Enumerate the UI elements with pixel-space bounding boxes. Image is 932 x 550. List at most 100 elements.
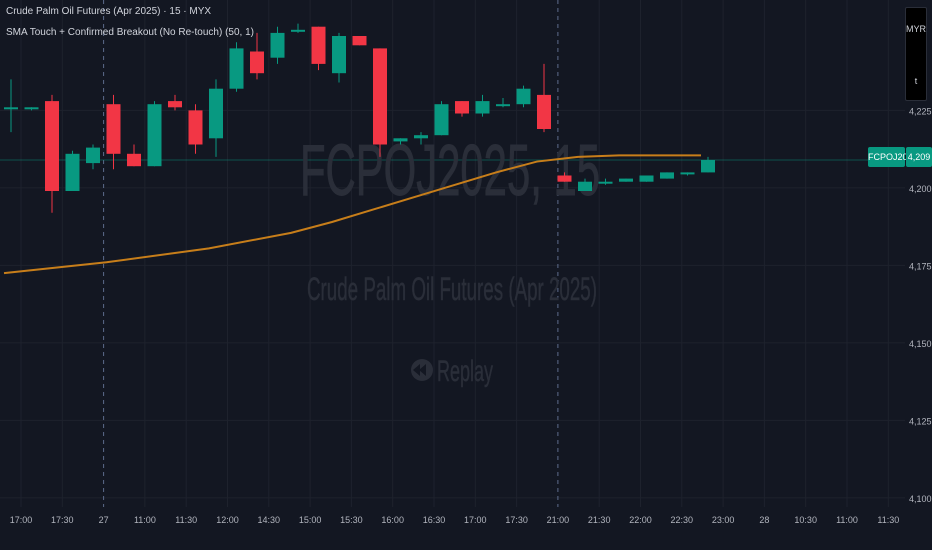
candle — [496, 98, 510, 108]
unit-label: t — [914, 76, 918, 86]
watermark-symbol: FCPOJ2025, 15 — [300, 131, 600, 211]
candle — [332, 32, 346, 83]
candle-body — [537, 94, 551, 129]
candle — [250, 32, 264, 80]
watermark-name: Crude Palm Oil Futures (Apr 2025) — [307, 271, 597, 307]
candle-body — [86, 147, 100, 164]
candle-body — [106, 104, 121, 154]
candle-body — [619, 178, 633, 182]
x-tick-label: 11:00 — [836, 515, 858, 525]
x-tick-label: 21:30 — [588, 515, 611, 525]
indicator-label[interactable]: SMA Touch + Confirmed Breakout (No Re-to… — [6, 27, 254, 38]
candle — [86, 144, 100, 170]
x-tick-label: 12:00 — [216, 515, 239, 525]
x-tick-label: 17:30 — [51, 515, 74, 525]
candle — [311, 26, 326, 71]
x-tick-label: 27 — [99, 515, 109, 525]
candle — [373, 48, 387, 157]
currency-unit-box[interactable]: MYR t — [905, 7, 927, 101]
x-tick-label: 15:30 — [340, 515, 363, 525]
candle — [291, 23, 305, 33]
candle — [598, 178, 613, 185]
candle — [209, 79, 223, 157]
last-price-tag: 4,209 — [906, 147, 932, 167]
candle-body — [475, 101, 490, 114]
candle — [188, 104, 203, 154]
candle — [65, 150, 80, 191]
candle-body — [147, 104, 162, 167]
candle — [660, 172, 674, 179]
candle-body — [65, 153, 80, 191]
candle-body — [4, 107, 18, 110]
candle-body — [393, 138, 408, 142]
candle-body — [496, 104, 510, 107]
time-axis[interactable]: 17:00 17:30 27 11:00 11:30 12:00 14:30 15:00 15:… — [10, 515, 899, 525]
candle-body — [229, 48, 244, 89]
x-tick-label: 17:30 — [505, 515, 528, 525]
x-tick-label: 17:00 — [10, 515, 33, 525]
sma-50-line — [3, 154, 701, 275]
candle-body — [455, 101, 469, 114]
x-tick-label: 10:30 — [794, 515, 817, 525]
candle — [393, 138, 408, 145]
x-tick-label: 21:00 — [547, 515, 570, 525]
chart-grid — [0, 0, 905, 507]
currency-label: MYR — [906, 24, 926, 34]
x-tick-label: 11:30 — [877, 515, 899, 525]
candle-body — [434, 104, 449, 136]
candle-body — [414, 135, 428, 139]
x-tick-label: 17:00 — [464, 515, 487, 525]
candle-body — [24, 107, 39, 110]
candle-body — [701, 160, 715, 173]
x-tick-label: 23:00 — [712, 515, 735, 525]
x-tick-label: 14:30 — [258, 515, 281, 525]
candle-body — [311, 26, 326, 64]
candle — [475, 94, 490, 117]
watermark-replay-label: Replay — [437, 355, 493, 388]
candle-body — [639, 175, 654, 182]
candle — [639, 175, 654, 182]
candle — [701, 156, 715, 173]
candle-body — [680, 172, 695, 175]
x-tick-label: 11:30 — [175, 515, 197, 525]
candles — [4, 23, 715, 213]
candle — [557, 172, 572, 182]
y-tick-label: 4,225 — [909, 106, 932, 116]
candle-body — [557, 175, 572, 182]
candle — [127, 144, 141, 167]
candle-body — [352, 36, 367, 46]
x-tick-label: 16:30 — [423, 515, 446, 525]
candle — [578, 178, 592, 191]
y-tick-label: 4,100 — [909, 494, 932, 504]
candle — [516, 85, 531, 108]
y-tick-label: 4,125 — [909, 416, 932, 426]
candle — [147, 101, 162, 167]
candle — [4, 79, 18, 133]
candle — [455, 101, 469, 117]
candle-body — [270, 32, 285, 58]
symbol-watermark: FCPOJ2025, 15 Crude Palm Oil Futures (Ap… — [300, 131, 601, 389]
candle — [168, 94, 182, 111]
replay-icon — [411, 359, 433, 381]
candle-body — [578, 181, 592, 191]
sma-line — [3, 154, 701, 275]
candle-body — [250, 51, 264, 74]
candle — [106, 94, 121, 170]
symbol-price-tag: FCPOJ2025 — [868, 147, 918, 167]
x-tick-label: 22:00 — [629, 515, 652, 525]
x-tick-label: 22:30 — [671, 515, 694, 525]
price-axis[interactable]: 4,225 4,200 4,175 4,150 4,125 4,100 — [909, 106, 932, 504]
chart-title: Crude Palm Oil Futures (Apr 2025) · 15 ·… — [6, 6, 212, 17]
candle-body — [332, 36, 346, 74]
candle-body — [373, 48, 387, 145]
candle — [414, 132, 428, 145]
candle-body — [168, 101, 182, 108]
y-tick-label: 4,175 — [909, 261, 932, 271]
candle-body — [209, 88, 223, 139]
x-tick-label: 28 — [759, 515, 769, 525]
candle — [619, 178, 633, 182]
candle-body — [45, 101, 59, 191]
candle — [24, 107, 39, 111]
candle-body — [127, 153, 141, 167]
